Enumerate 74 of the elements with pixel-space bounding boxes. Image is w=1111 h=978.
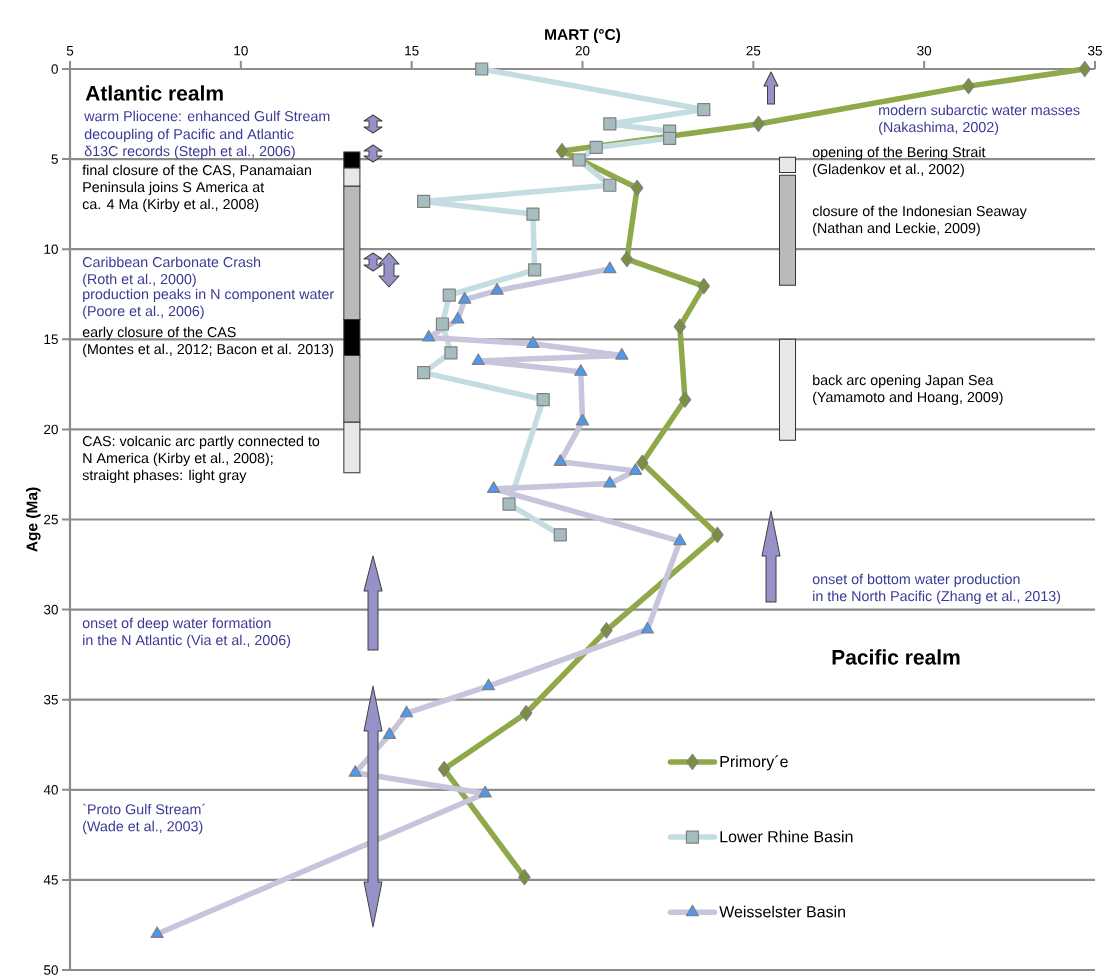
point (630, 179, 644, 197)
annotation: Caribbean Carbonate Crash (Roth et al., 2000) (82, 256, 261, 288)
x-tick-label: 25 (746, 45, 761, 56)
point (636, 454, 649, 471)
point (711, 526, 724, 543)
point (435, 317, 450, 331)
legend-label: Weisselster Basin (719, 905, 845, 918)
point (697, 102, 711, 117)
y-tick-label: 10 (44, 244, 58, 254)
annotation: onset of bottom water production in the North Pacific (Zhang et al., 2013) (812, 573, 1061, 605)
y-tick-label: 35 (43, 694, 58, 705)
point (555, 142, 569, 160)
point (526, 207, 540, 221)
point (442, 288, 456, 302)
point (697, 278, 711, 295)
point (962, 78, 975, 95)
x-axis-title: MART (°C) (545, 28, 621, 44)
point (663, 131, 677, 145)
point (502, 497, 516, 511)
bar (778, 174, 797, 286)
x-tick-label: 35 (1088, 45, 1102, 56)
y-tick-label: 40 (43, 785, 58, 795)
point (518, 869, 531, 886)
y-axis-title: Age (Ma) (26, 487, 41, 552)
annotation: CAS: volcanic arc partly connected to N America (Kirby et al., 2008); straight phases: light gray (82, 435, 320, 484)
y-tick-label: 5 (51, 154, 58, 164)
point (603, 117, 617, 131)
point (678, 391, 692, 408)
point (519, 705, 533, 722)
point (589, 140, 603, 154)
point (444, 346, 458, 360)
point (553, 528, 567, 542)
point (475, 62, 489, 76)
annotation: final closure of the CAS, Panamaian Peninsula joins S America at ca. 4 Ma (Kirby et al., 2008) (82, 164, 311, 213)
point (417, 194, 431, 209)
point (572, 153, 586, 167)
y-tick-label: 20 (44, 424, 58, 435)
bar (778, 338, 797, 441)
annotation: onset of deep water formation in the N Atlantic (Via et al., 2006) (82, 617, 291, 649)
annotation: back arc opening Japan Sea (Yamamoto and Hoang, 2009) (813, 374, 1003, 406)
bar (778, 156, 797, 174)
x-tick-label: 10 (234, 45, 248, 56)
annotation: warm Pliocene: enhanced Gulf Stream (84, 110, 330, 122)
point (600, 622, 613, 639)
x-tick-label: 5 (66, 46, 74, 56)
point (752, 115, 765, 133)
point (536, 393, 550, 407)
annotation: `Proto Gulf Stream´ (Wade et al., 2003) (82, 803, 205, 835)
y-tick-label: 50 (43, 965, 58, 975)
point (417, 366, 431, 380)
point (673, 318, 687, 335)
annotation: decoupling of Pacific and Atlantic δ13C records (Steph et al., 2006) (84, 128, 295, 160)
annotation: modern subarctic water masses (Nakashima, 2002) (879, 104, 1080, 136)
y-tick-label: 15 (44, 334, 58, 345)
y-tick-label: 0 (51, 64, 58, 74)
annotation: early closure of the CAS (Montes et al., 2012; Bacon et al. 2013) (82, 326, 334, 358)
legend-label: Lower Rhine Basin (720, 830, 853, 843)
legend-label: Primory´e (720, 755, 788, 771)
annotation: closure of the Indonesian Seaway (Nathan and Leckie, 2009) (812, 205, 1027, 237)
annotation: production peaks in N component water (Poore et al., 2006) (83, 288, 334, 320)
point (603, 178, 617, 192)
y-tick-label: 45 (43, 875, 58, 885)
x-tick-label: 15 (405, 46, 419, 56)
y-tick-label: 25 (44, 514, 58, 525)
point (620, 251, 634, 268)
x-tick-label: 30 (917, 45, 932, 56)
annotation: Atlantic realm (85, 85, 223, 101)
annotation: opening of the Bering Strait (Gladenkov et al., 2002) (812, 146, 986, 178)
x-tick-label: 20 (575, 45, 590, 56)
point (1078, 60, 1091, 78)
y-tick-label: 30 (43, 604, 58, 615)
point (528, 263, 542, 277)
annotation: Pacific realm (832, 649, 960, 665)
point (437, 760, 451, 778)
